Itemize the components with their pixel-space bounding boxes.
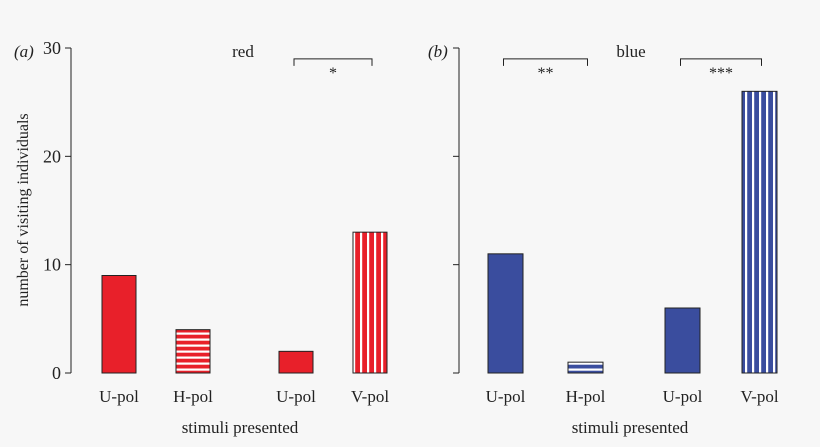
- panel-a-x-tick-label: H-pol: [173, 387, 213, 406]
- panel-a-y-tick-label: 0: [52, 363, 61, 383]
- panel-a-bar-1: [101, 275, 137, 374]
- panel-b-significance-label: **: [538, 65, 554, 82]
- panel-b-x-tick-label: U-pol: [663, 387, 703, 406]
- panel-a-y-tick-label: 10: [43, 255, 61, 275]
- panel-b-x-tick-label: H-pol: [566, 387, 606, 406]
- panel-b-bar-2: [567, 361, 604, 374]
- panel-a-y-tick-label: 20: [43, 146, 61, 166]
- panel-b-title: blue: [616, 42, 645, 61]
- panel-a-significance-label: *: [329, 65, 337, 82]
- panel-a-y-tick-label: 30: [43, 38, 61, 58]
- panel-a-x-tick-label: V-pol: [351, 387, 389, 406]
- panel-b-x-tick-label: V-pol: [740, 387, 778, 406]
- panel-a-label: (a): [14, 42, 34, 61]
- panel-b-significance-bracket: [680, 58, 762, 66]
- panel-a-x-tick-label: U-pol: [99, 387, 139, 406]
- panel-a-x-tick-label: U-pol: [276, 387, 316, 406]
- panel-b-x-tick-label: U-pol: [486, 387, 526, 406]
- panel-a-y-axis-label: number of visiting individuals: [15, 113, 32, 306]
- panel-a-bar-3: [278, 350, 314, 374]
- panel-b-label: (b): [428, 42, 448, 61]
- panel-b-bar-1: [487, 253, 524, 374]
- panel-a-bar-4: [352, 231, 388, 374]
- panel-a-title: red: [232, 42, 254, 61]
- panel-b-x-axis-label: stimuli presented: [572, 418, 689, 437]
- panel-b-significance-bracket: [503, 58, 588, 66]
- panel-a-x-axis-label: stimuli presented: [182, 418, 299, 437]
- panel-b-bar-3: [664, 307, 701, 374]
- panel-b-significance-label: ***: [709, 65, 733, 82]
- panel-a-significance-bracket: [293, 58, 373, 66]
- panel-a-bar-2: [175, 329, 211, 374]
- panel-b-bar-4: [741, 90, 778, 374]
